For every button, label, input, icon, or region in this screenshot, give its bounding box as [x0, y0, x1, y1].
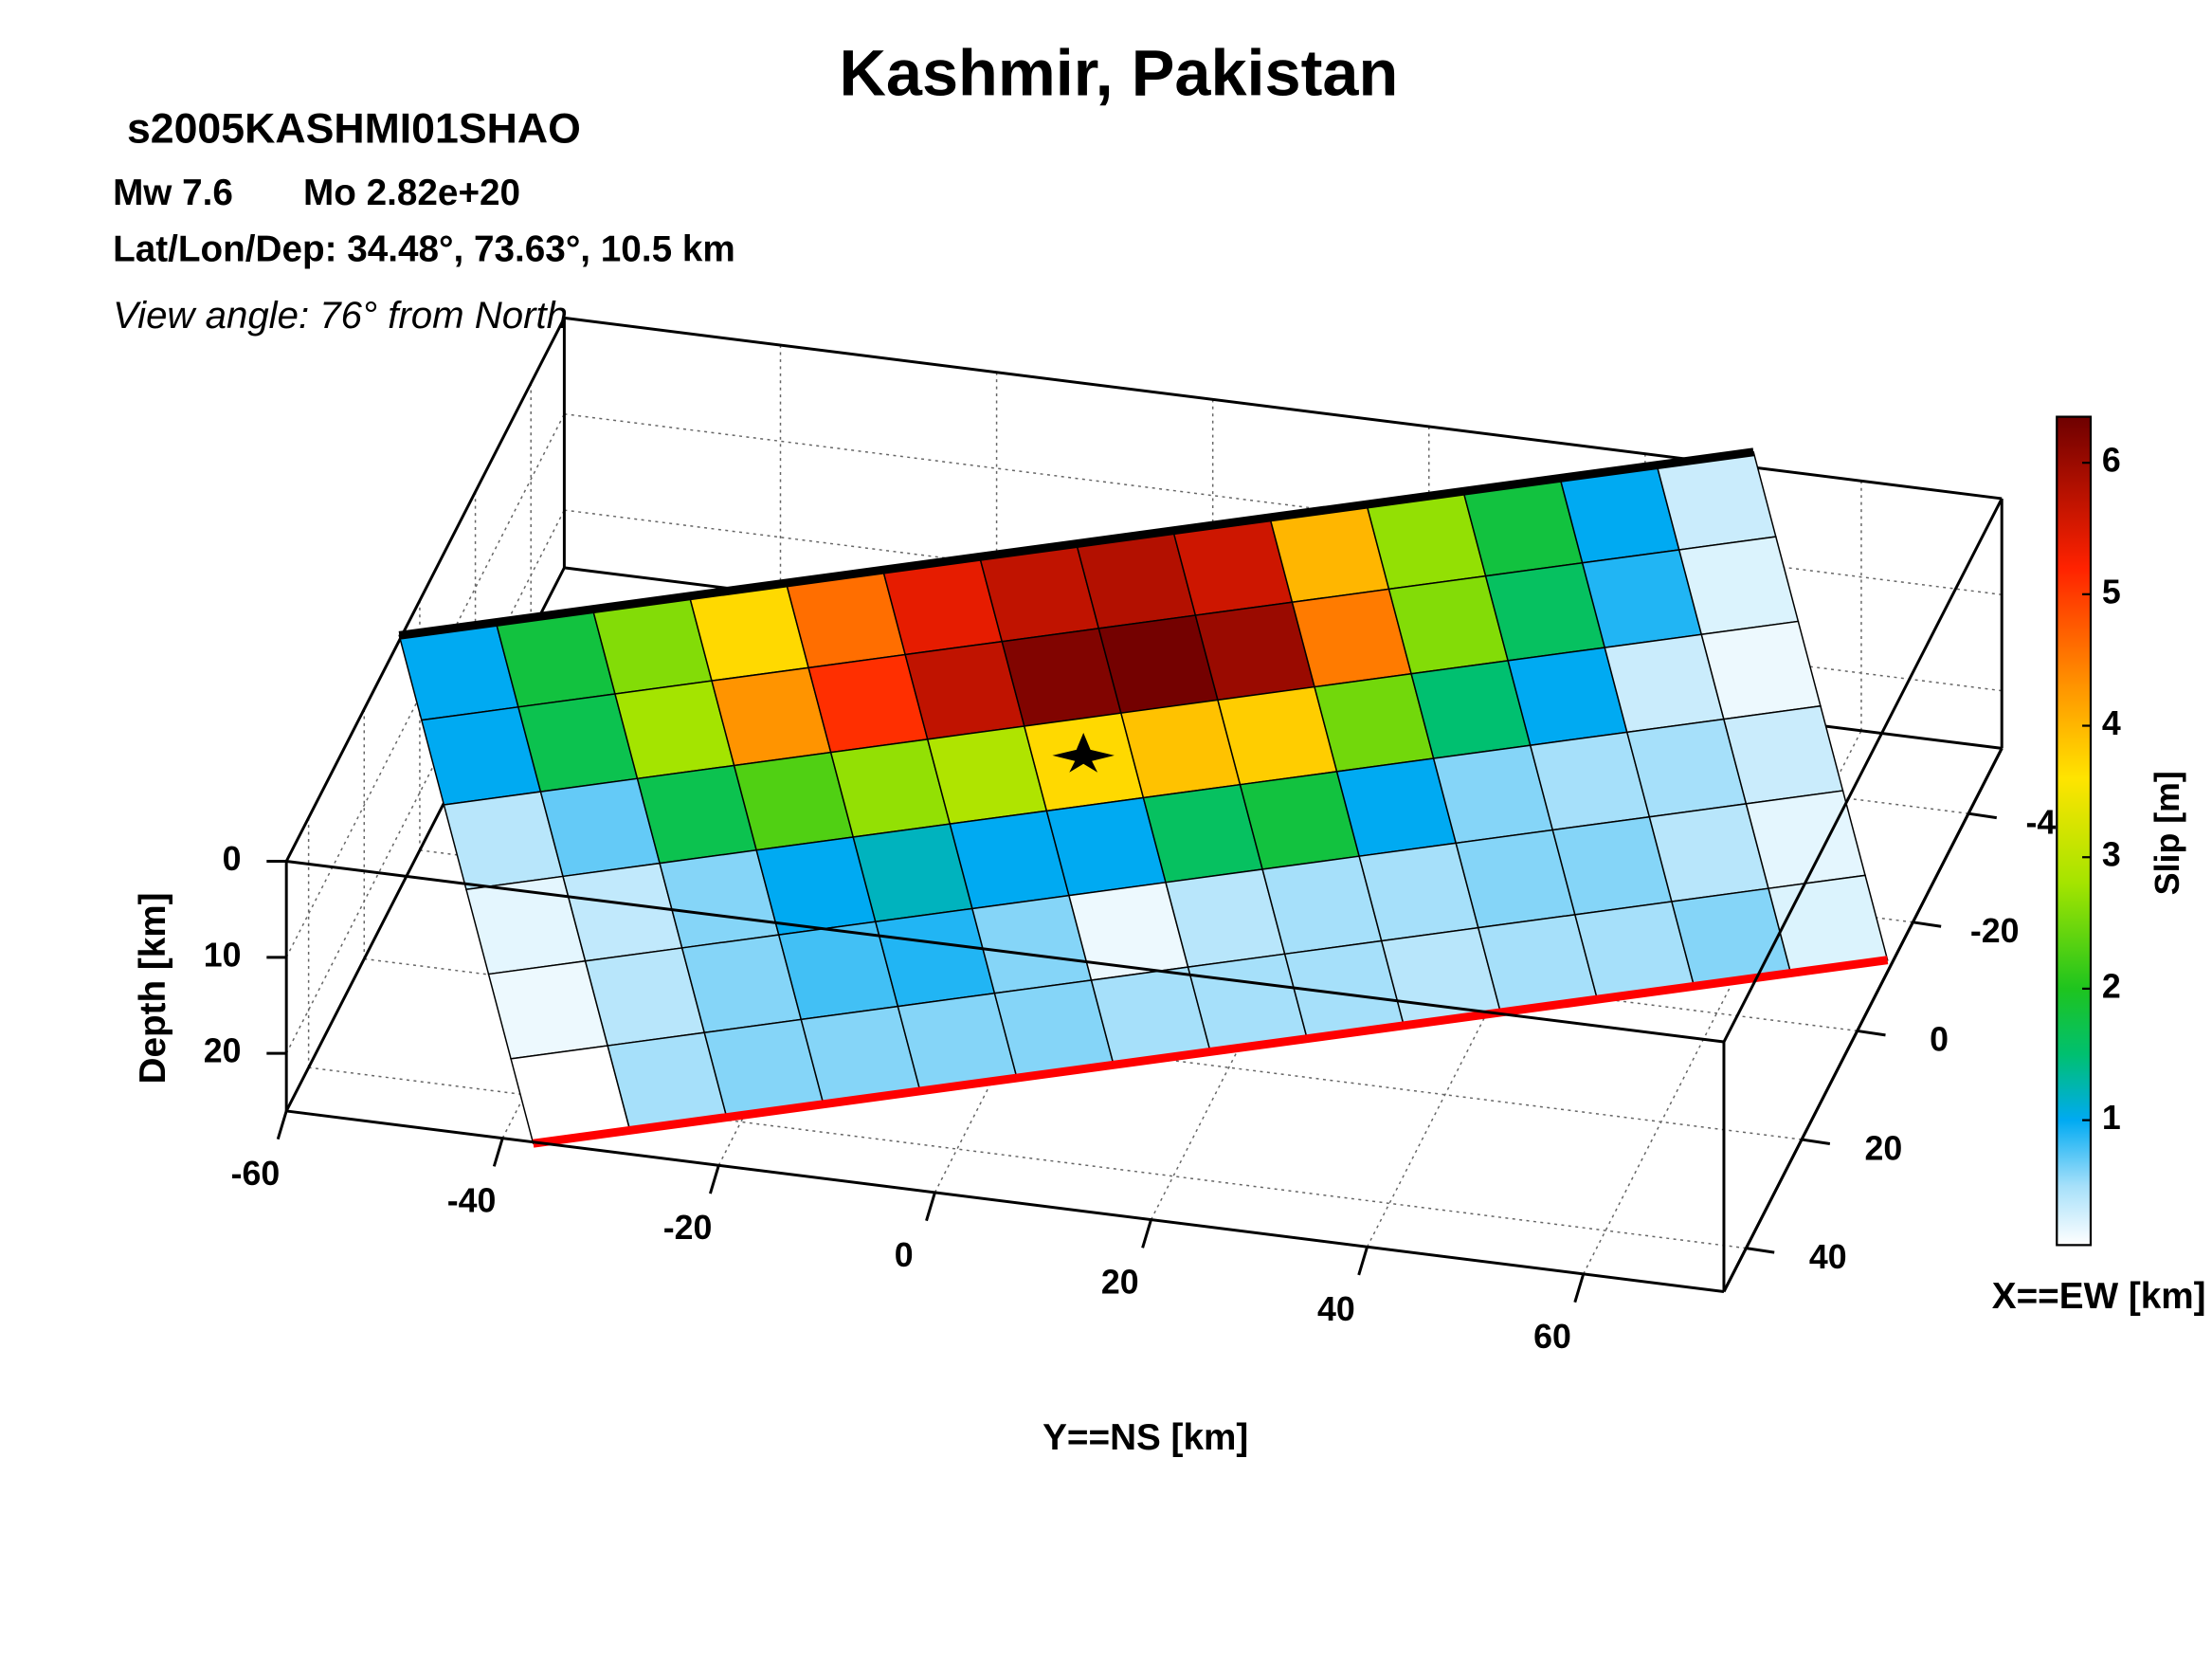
slip-cell: [1700, 620, 1822, 720]
y-tick-label: 40: [1317, 1290, 1355, 1328]
y-tick-label: -60: [231, 1155, 281, 1193]
fault-trace: [533, 956, 1889, 1148]
colorbar-tick-label: 3: [2102, 836, 2121, 874]
colorbar: [2056, 415, 2093, 1247]
y-axis-label: Y==NS [km]: [1043, 1417, 1248, 1458]
colorbar-label: Slip [m]: [2149, 771, 2186, 895]
z-tick-label: 10: [204, 936, 242, 974]
colorbar-tick-label: 4: [2102, 704, 2121, 742]
x-tick: [1857, 1029, 1886, 1037]
slip-cell: [1677, 536, 1800, 636]
x-tick-label: 40: [1809, 1238, 1847, 1276]
moment: Mo 2.82e+20: [303, 173, 520, 213]
x-tick-label: 20: [1865, 1129, 1903, 1167]
y-tick: [1357, 1246, 1369, 1276]
axis-box: [285, 1109, 1725, 1293]
x-tick: [1746, 1247, 1775, 1254]
magnitude: Mw 7.6: [113, 173, 233, 213]
x-tick: [1913, 921, 1942, 928]
grid-line: [285, 509, 566, 1054]
chart-title: Kashmir, Pakistan: [839, 36, 1398, 109]
y-tick: [1573, 1273, 1586, 1304]
z-tick-label: 0: [223, 840, 242, 878]
location: Lat/Lon/Dep: 34.48°, 73.63°, 10.5 km: [113, 229, 735, 270]
axis-box: [564, 316, 2003, 501]
axis-box: [284, 317, 566, 863]
colorbar-tick-label: 6: [2102, 442, 2121, 480]
view-angle: View angle: 76° from North: [113, 294, 568, 337]
colorbar-tick-label: 2: [2102, 967, 2121, 1005]
colorbar-tick-label: 1: [2102, 1099, 2121, 1137]
slip-cell: [1722, 704, 1844, 805]
axis-box: [285, 860, 1725, 1044]
event-id: s2005KASHMI01SHAO: [127, 106, 581, 153]
y-tick-label: 0: [895, 1236, 914, 1274]
x-tick-label: -20: [1970, 912, 2020, 950]
y-tick: [492, 1138, 504, 1167]
colorbar-tick-label: 5: [2102, 573, 2121, 611]
x-axis-label: X==EW [km]: [1992, 1276, 2206, 1317]
z-tick-label: 20: [204, 1032, 242, 1070]
hypocenter: [1052, 733, 1115, 773]
y-tick: [276, 1110, 288, 1140]
x-tick: [1967, 811, 1998, 820]
x-tick-label: 0: [1930, 1021, 1949, 1059]
fault-top-edge: [398, 447, 1754, 640]
slip-cell: [1745, 790, 1867, 890]
axis-box: [1722, 498, 2003, 1043]
axis-box: [1722, 747, 2003, 1293]
y-tick: [708, 1164, 720, 1194]
y-tick-label: 20: [1101, 1263, 1139, 1301]
y-tick-label: -40: [447, 1182, 497, 1220]
z-axis-label: Depth [km]: [133, 892, 173, 1084]
y-tick-label: -20: [663, 1209, 713, 1247]
y-tick: [1141, 1219, 1152, 1249]
y-tick-label: 60: [1533, 1318, 1571, 1356]
y-tick: [925, 1192, 936, 1222]
x-tick: [1801, 1138, 1831, 1145]
